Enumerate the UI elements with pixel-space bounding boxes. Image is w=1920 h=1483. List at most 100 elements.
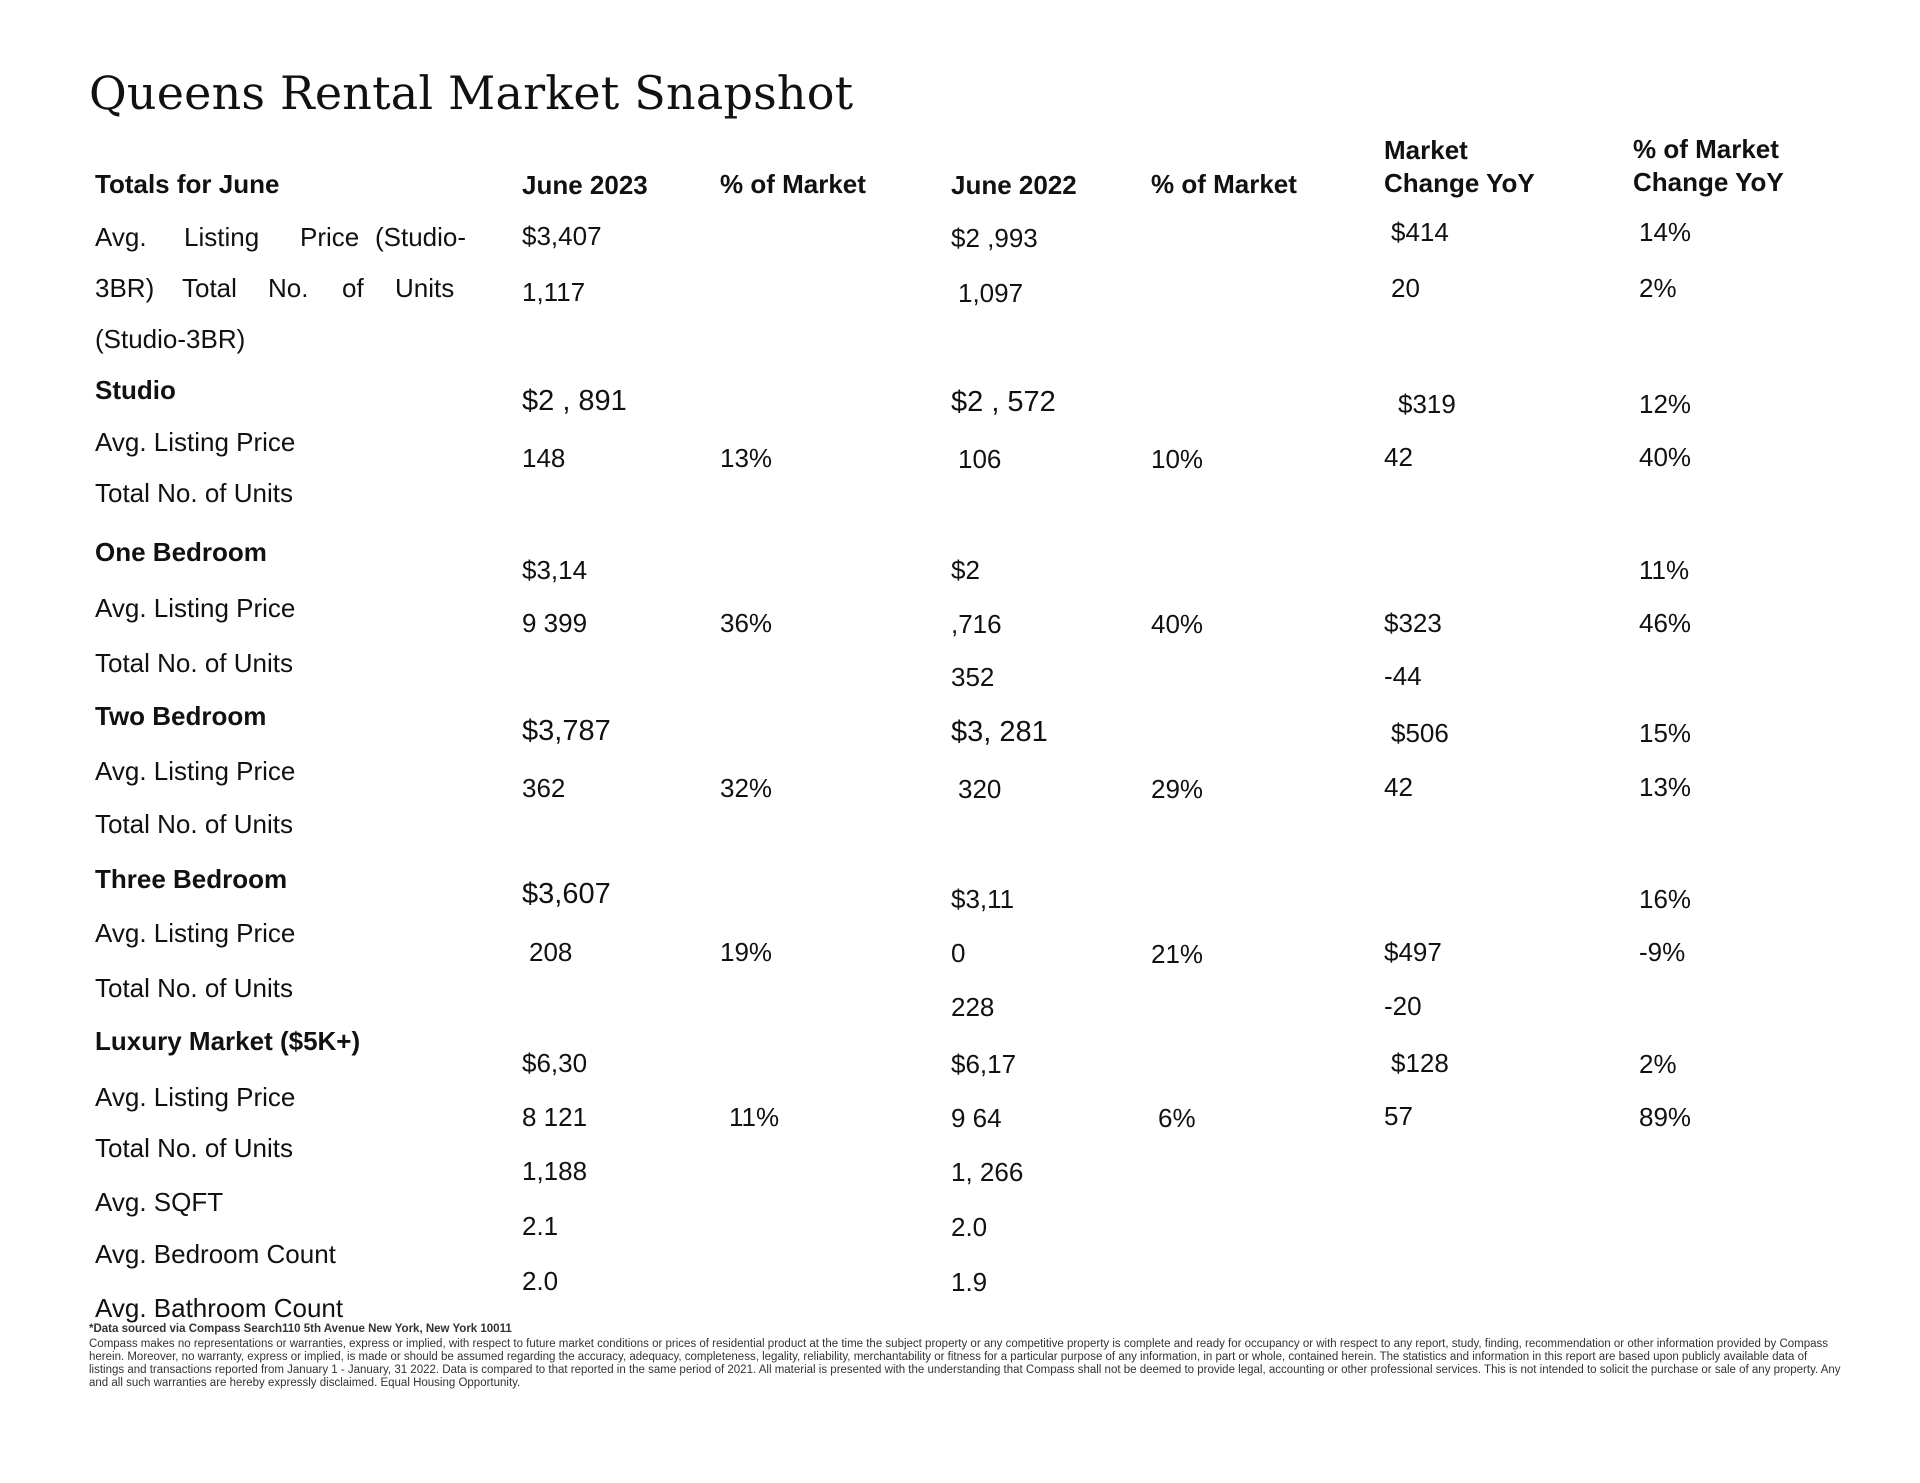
studio-units-2022: 106 <box>958 444 1002 474</box>
studio-price-pct-change: 12% <box>1639 389 1692 419</box>
luxury-bath-label: Avg. Bathroom Count <box>95 1293 344 1323</box>
studio-units-label: Total No. of Units <box>95 478 293 508</box>
luxury-heading: Luxury Market ($5K+) <box>95 1026 361 1056</box>
one-bedroom-2022-line2: ,716 <box>951 609 1002 639</box>
three-bedroom-pct-2023: 19% <box>720 937 773 967</box>
luxury-2023-line2: 8 121 <box>522 1102 588 1132</box>
header-pct-change-line2: Change YoY <box>1633 167 1784 197</box>
three-bedroom-units-label: Total No. of Units <box>95 973 293 1003</box>
one-bedroom-change-line2: -44 <box>1384 661 1422 691</box>
luxury-sqft-2022: 1, 266 <box>951 1157 1024 1187</box>
three-bedroom-change-line2: -20 <box>1384 991 1422 1021</box>
totals-units-2023: 1,117 <box>522 277 586 307</box>
one-bedroom-avg-label: Avg. Listing Price <box>95 593 296 623</box>
one-bedroom-2022-line3: 352 <box>951 662 995 692</box>
three-bedroom-avg-label: Avg. Listing Price <box>95 918 296 948</box>
totals-units-pct-change: 2% <box>1639 273 1677 303</box>
luxury-pct-2022: 6% <box>1158 1103 1196 1133</box>
two-bedroom-units-2023: 362 <box>522 773 566 803</box>
luxury-sqft-label: Avg. SQFT <box>95 1187 224 1217</box>
one-bedroom-pct-2023: 36% <box>720 608 773 638</box>
totals-price-2022: $2 ,993 <box>951 223 1038 253</box>
footer: *Data sourced via Compass Search110 5th … <box>89 1323 1841 1390</box>
totals-label-word: 3BR) <box>95 273 155 303</box>
luxury-avg-label: Avg. Listing Price <box>95 1082 296 1112</box>
one-bedroom-pct-change-line1: 11% <box>1639 555 1690 585</box>
totals-price-pct-change: 14% <box>1639 217 1692 247</box>
studio-price-2022: $2 , 572 <box>951 386 1056 418</box>
three-bedroom-pct-change-line2: -9% <box>1639 937 1686 967</box>
totals-price-change: $414 <box>1391 217 1449 247</box>
two-bedroom-units-change: 42 <box>1384 772 1413 802</box>
luxury-2022-line1: $6,17 <box>951 1049 1017 1079</box>
two-bedroom-price-2023: $3,787 <box>522 715 611 747</box>
two-bedroom-units-2022: 320 <box>958 774 1002 804</box>
luxury-sqft-2023: 1,188 <box>522 1156 588 1186</box>
totals-price-2023: $3,407 <box>522 221 602 251</box>
footer-source: *Data sourced via Compass Search110 5th … <box>89 1323 512 1335</box>
two-bedroom-heading: Two Bedroom <box>95 701 267 731</box>
totals-label-word: (Studio-3BR) <box>95 324 246 354</box>
one-bedroom-2023-line2: 9 399 <box>522 608 588 638</box>
totals-label-word: Total <box>182 273 237 303</box>
two-bedroom-price-change: $506 <box>1391 718 1449 748</box>
three-bedroom-2022-line2: 0 <box>951 938 966 968</box>
header-june-2023: June 2023 <box>522 170 648 200</box>
totals-label-word: Price <box>300 222 360 252</box>
studio-price-change: $319 <box>1398 389 1456 419</box>
luxury-change-line2: 57 <box>1384 1101 1413 1131</box>
three-bedroom-2022-line3: 228 <box>951 992 995 1022</box>
luxury-bed-label: Avg. Bedroom Count <box>95 1239 336 1269</box>
three-bedroom-pct-2022: 21% <box>1151 939 1204 969</box>
totals-label-word: No. <box>268 273 309 303</box>
two-bedroom-units-label: Total No. of Units <box>95 809 293 839</box>
studio-price-2023: $2 , 891 <box>522 385 627 417</box>
luxury-pct-2023: 11% <box>729 1102 780 1132</box>
two-bedroom-price-pct-change: 15% <box>1639 718 1692 748</box>
header-june-2022: June 2022 <box>951 170 1077 200</box>
studio-units-change: 42 <box>1384 442 1413 472</box>
luxury-change-line1: $128 <box>1391 1048 1449 1078</box>
luxury-2022-line2: 9 64 <box>951 1103 1002 1133</box>
studio-avg-label: Avg. Listing Price <box>95 427 296 457</box>
one-bedroom-change-line1: $323 <box>1384 608 1442 638</box>
header-change-line1: Market <box>1384 135 1468 165</box>
totals-label-word: Units <box>395 273 455 303</box>
three-bedroom-price-2023: $3,607 <box>522 878 611 910</box>
two-bedroom-units-pct-2023: 32% <box>720 773 773 803</box>
page-title: Queens Rental Market Snapshot <box>89 66 854 120</box>
one-bedroom-2022-line1: $2 <box>951 555 980 585</box>
one-bedroom-pct-2022: 40% <box>1151 609 1204 639</box>
luxury-pct-change-line2: 89% <box>1639 1102 1692 1132</box>
totals-label-word: of <box>342 273 364 303</box>
three-bedroom-heading: Three Bedroom <box>95 864 288 894</box>
totals-label-word: Listing <box>184 222 260 252</box>
one-bedroom-heading: One Bedroom <box>95 537 267 567</box>
totals-label-word: (Studio- <box>375 222 467 252</box>
studio-heading: Studio <box>95 375 176 405</box>
luxury-bath-2022: 1.9 <box>951 1267 988 1297</box>
luxury-bath-2023: 2.0 <box>522 1266 559 1296</box>
two-bedroom-avg-label: Avg. Listing Price <box>95 756 296 786</box>
luxury-bed-2022: 2.0 <box>951 1212 988 1242</box>
footer-disclaimer: Compass makes no representations or warr… <box>89 1338 1841 1389</box>
luxury-units-label: Total No. of Units <box>95 1133 293 1163</box>
header-pct-2022: % of Market <box>1151 169 1297 199</box>
two-bedroom-price-2022: $3, 281 <box>951 716 1048 748</box>
two-bedroom-units-pct-change: 13% <box>1639 772 1692 802</box>
two-bedroom-units-pct-2022: 29% <box>1151 774 1204 804</box>
studio-units-pct-change: 40% <box>1639 442 1692 472</box>
luxury-pct-change-line1: 2% <box>1639 1049 1677 1079</box>
studio-units-pct-2022: 10% <box>1151 444 1204 474</box>
one-bedroom-2023-line1: $3,14 <box>522 555 588 585</box>
header-pct-change-line1: % of Market <box>1633 134 1779 164</box>
studio-units-pct-2023: 13% <box>720 443 773 473</box>
totals-units-2022: 1,097 <box>958 278 1024 308</box>
three-bedroom-units-2023: 208 <box>529 937 573 967</box>
header-totals: Totals for June <box>95 169 280 199</box>
totals-units-change: 20 <box>1391 273 1420 303</box>
luxury-2023-line1: $6,30 <box>522 1048 588 1078</box>
totals-label-word: Avg. <box>95 222 147 252</box>
one-bedroom-units-label: Total No. of Units <box>95 648 293 678</box>
three-bedroom-change-line1: $497 <box>1384 937 1442 967</box>
